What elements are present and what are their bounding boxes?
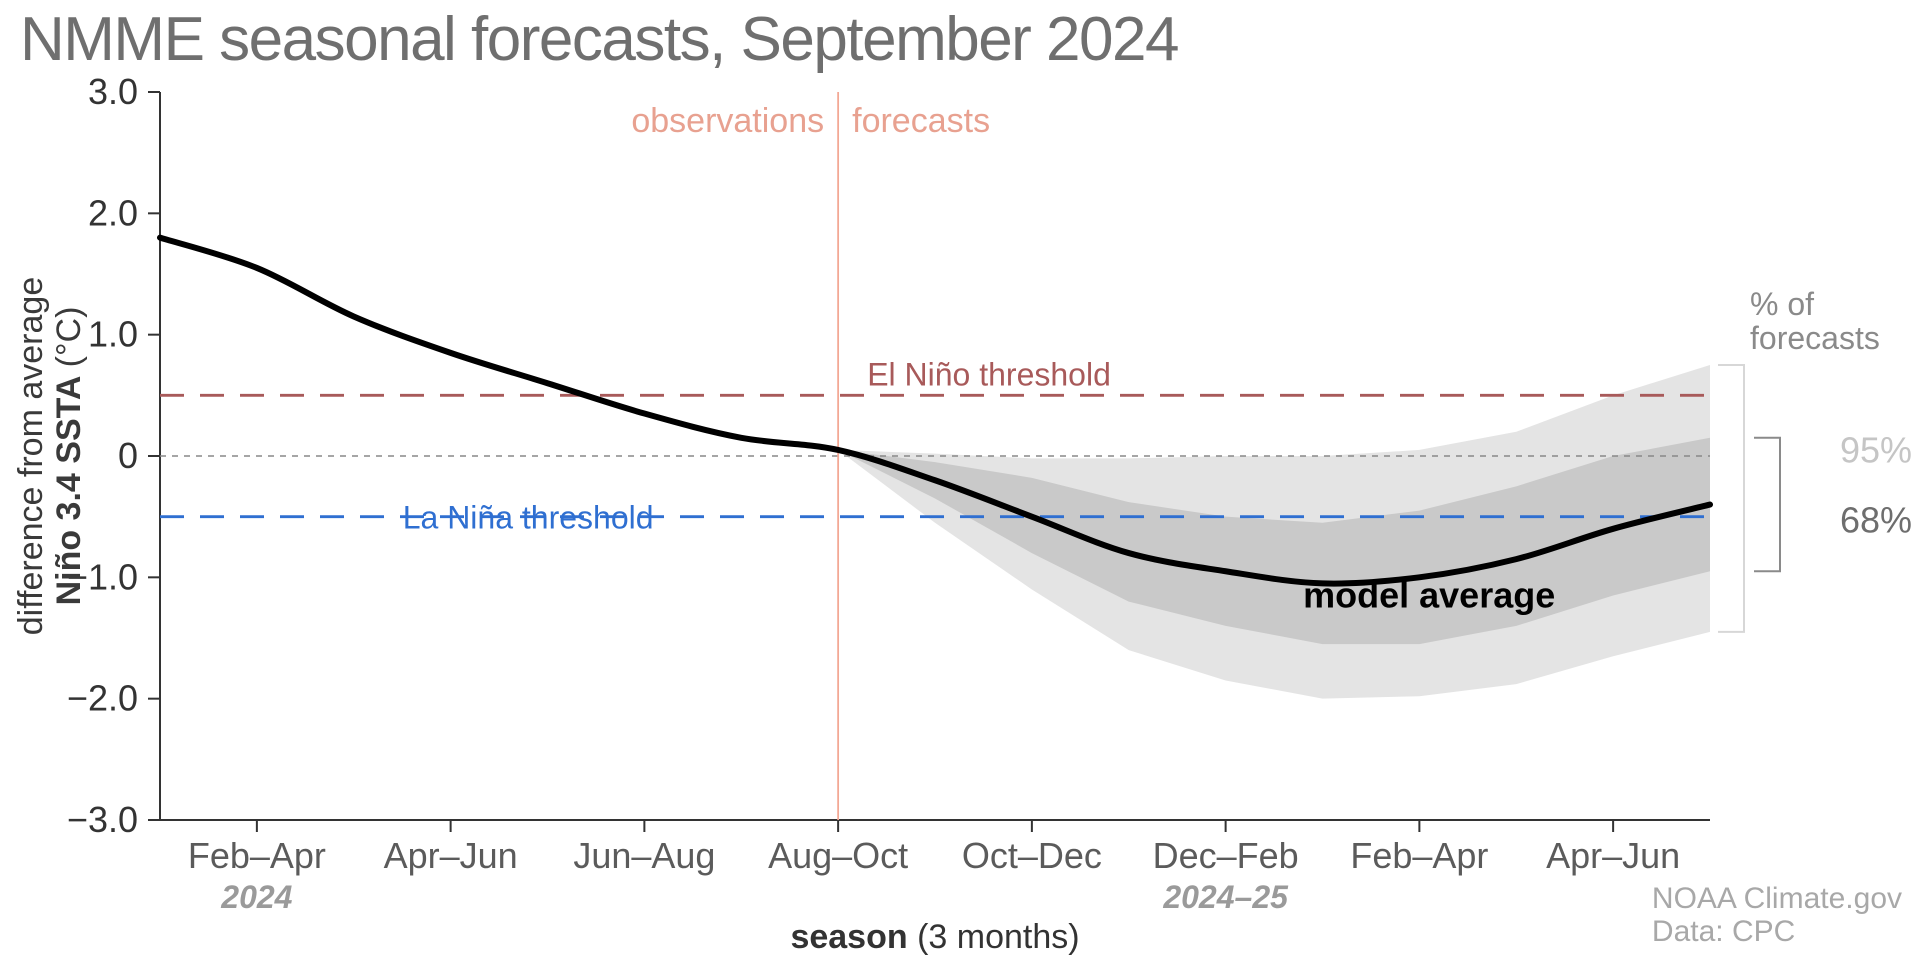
svg-text:observations: observations (631, 102, 824, 140)
svg-text:0: 0 (118, 435, 138, 476)
svg-text:forecasts: forecasts (852, 102, 990, 140)
svg-text:2024–25: 2024–25 (1162, 879, 1289, 915)
svg-text:−2.0: −2.0 (67, 678, 138, 719)
forecast-chart: −3.0−2.0−1.001.02.03.0difference from av… (0, 0, 1920, 960)
credits-block: NOAA Climate.gov Data: CPC (1652, 882, 1902, 948)
svg-text:2.0: 2.0 (88, 192, 138, 233)
svg-text:−3.0: −3.0 (67, 799, 138, 840)
svg-text:Oct–Dec: Oct–Dec (962, 835, 1102, 876)
svg-text:La Niña threshold: La Niña threshold (403, 500, 654, 536)
svg-text:2024: 2024 (220, 879, 292, 915)
svg-text:Jun–Aug: Jun–Aug (573, 835, 715, 876)
svg-text:3.0: 3.0 (88, 71, 138, 112)
svg-text:Feb–Apr: Feb–Apr (1350, 835, 1488, 876)
svg-text:Dec–Feb: Dec–Feb (1153, 835, 1299, 876)
credits-source: NOAA Climate.gov (1652, 882, 1902, 915)
svg-text:season (3 months): season (3 months) (790, 918, 1079, 956)
svg-text:95%: 95% (1840, 429, 1912, 470)
svg-text:Feb–Apr: Feb–Apr (188, 835, 326, 876)
svg-text:% offorecasts: % offorecasts (1750, 286, 1880, 356)
svg-text:difference from averageNiño 3.: difference from averageNiño 3.4 SSTA (°C… (12, 277, 88, 635)
svg-text:68%: 68% (1840, 500, 1912, 541)
svg-text:Apr–Jun: Apr–Jun (1546, 835, 1680, 876)
svg-text:Apr–Jun: Apr–Jun (384, 835, 518, 876)
credits-data: Data: CPC (1652, 915, 1902, 948)
svg-text:model average: model average (1303, 575, 1555, 616)
svg-text:1.0: 1.0 (88, 314, 138, 355)
svg-text:El Niño threshold: El Niño threshold (867, 356, 1111, 392)
svg-text:Aug–Oct: Aug–Oct (768, 835, 908, 876)
